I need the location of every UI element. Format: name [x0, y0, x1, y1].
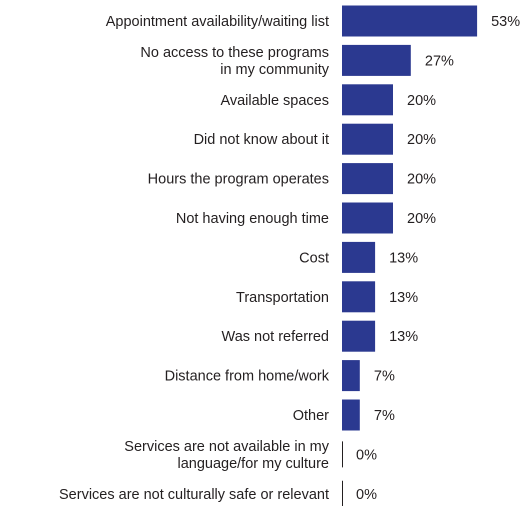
value-label-2: 20%	[407, 93, 436, 109]
value-label-5: 20%	[407, 211, 436, 227]
value-label-0: 53%	[491, 14, 520, 30]
category-label-5: Not having enough time	[176, 211, 329, 227]
category-label-0: Appointment availability/waiting list	[106, 14, 329, 30]
category-label-1: No access to these programs in my communi…	[140, 45, 329, 78]
value-label-11: 0%	[356, 447, 377, 463]
category-label-8: Was not referred	[222, 329, 329, 345]
bar-3	[342, 123, 393, 155]
category-label-4: Hours the program operates	[148, 172, 329, 188]
bar-10	[342, 399, 360, 431]
category-label-2: Available spaces	[220, 93, 329, 109]
bar-1	[342, 44, 411, 76]
value-label-4: 20%	[407, 172, 436, 188]
bar-8	[342, 320, 376, 352]
bars	[342, 5, 478, 506]
value-label-6: 13%	[389, 250, 418, 266]
value-label-1: 27%	[425, 53, 454, 69]
category-label-11: Services are not available in my language…	[124, 439, 329, 472]
bar-5	[342, 202, 393, 234]
category-label-12: Services are not culturally safe or rele…	[59, 487, 329, 503]
value-label-9: 7%	[374, 369, 395, 385]
value-label-8: 13%	[389, 329, 418, 345]
category-label-7: Transportation	[236, 290, 329, 306]
category-label-9: Distance from home/work	[165, 369, 330, 385]
value-label-3: 20%	[407, 132, 436, 148]
category-label-10: Other	[293, 408, 329, 424]
value-label-10: 7%	[374, 408, 395, 424]
bar-2	[342, 84, 393, 116]
value-label-7: 13%	[389, 290, 418, 306]
category-labels: Appointment availability/waiting list No …	[59, 14, 330, 503]
category-label-3: Did not know about it	[194, 132, 329, 148]
value-labels: 53% 27% 20% 20% 20% 20% 13% 13% 13% 7% 7% 0% 0%	[356, 14, 520, 503]
bar-4	[342, 163, 393, 195]
bar-6	[342, 241, 376, 273]
bar-9	[342, 360, 360, 392]
value-label-12: 0%	[356, 487, 377, 503]
bar-7	[342, 281, 376, 313]
bar-0	[342, 5, 478, 37]
category-label-6: Cost	[299, 250, 329, 266]
